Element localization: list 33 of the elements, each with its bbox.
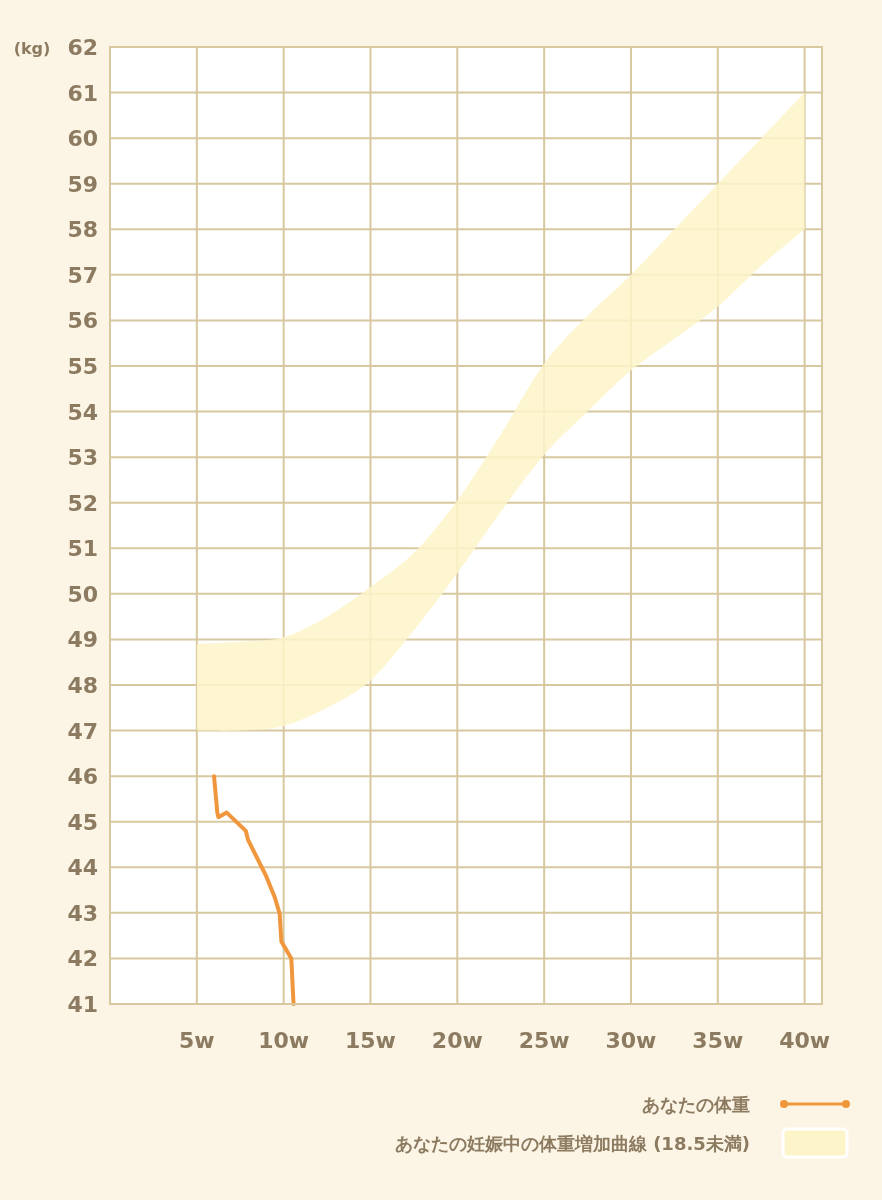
y-tick-label: 49	[67, 627, 98, 653]
y-tick-label: 45	[67, 809, 98, 835]
x-tick-label: 15w	[345, 1028, 396, 1053]
y-tick-label: 58	[67, 217, 98, 243]
y-tick-label: 62	[67, 35, 98, 60]
x-tick-label: 25w	[518, 1028, 570, 1053]
y-tick-label: 53	[67, 445, 98, 471]
y-tick-label: 60	[67, 126, 98, 152]
y-tick-label: 42	[67, 946, 98, 972]
y-tick-label: 44	[67, 855, 98, 881]
y-tick-label: 43	[67, 900, 98, 926]
y-tick-label: 59	[67, 171, 98, 197]
y-tick-label: 55	[67, 354, 98, 379]
x-tick-label: 5w	[179, 1028, 215, 1053]
x-tick-label: 40w	[779, 1028, 831, 1053]
x-tick-label: 30w	[605, 1028, 657, 1053]
x-tick-label: 10w	[258, 1028, 310, 1053]
y-tick-label: 54	[67, 399, 98, 425]
y-tick-label: 48	[67, 673, 98, 698]
y-tick-label: 56	[67, 308, 98, 334]
x-tick-label: 20w	[431, 1028, 483, 1053]
legend-label: あなたの妊娠中の体重増加曲線 (18.5未満)	[394, 1133, 750, 1154]
y-tick-label: 46	[67, 764, 98, 790]
y-tick-label: 47	[67, 718, 98, 744]
y-tick-label: 51	[67, 536, 98, 562]
y-tick-label: 61	[67, 80, 98, 106]
y-tick-label: 57	[67, 262, 98, 288]
x-tick-label: 35w	[692, 1028, 744, 1053]
y-axis-title: (kg)	[13, 39, 51, 58]
y-tick-label: 52	[67, 490, 98, 516]
y-tick-label: 41	[67, 992, 98, 1017]
legend-label: あなたの体重	[642, 1094, 750, 1115]
y-tick-label: 50	[67, 581, 98, 607]
